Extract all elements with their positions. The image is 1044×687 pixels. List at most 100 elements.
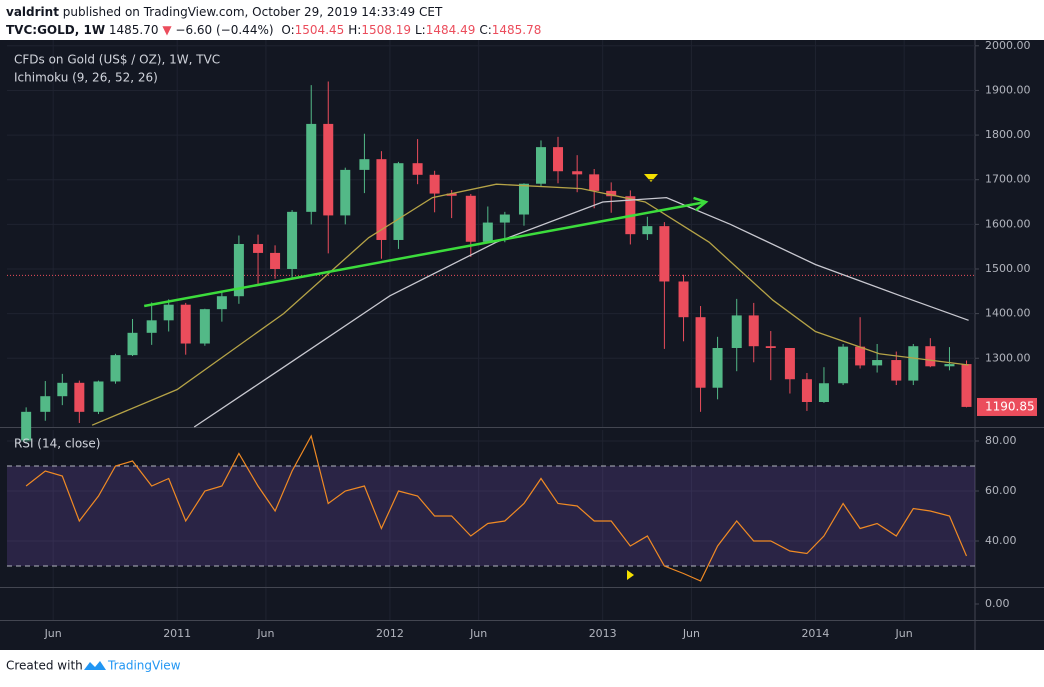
candle-body bbox=[606, 190, 617, 197]
published: published on TradingView.com, October 29… bbox=[63, 5, 443, 19]
ohlc-value: 1484.49 bbox=[426, 23, 476, 37]
candle-body bbox=[110, 355, 121, 382]
candle-body bbox=[499, 214, 510, 223]
candle-body bbox=[872, 360, 883, 366]
y-tick-label: 1300.00 bbox=[985, 351, 1031, 364]
candle-body bbox=[518, 183, 529, 215]
y-tick-label: 0.00 bbox=[985, 597, 1010, 610]
x-tick-label: Jun bbox=[469, 627, 487, 640]
x-tick-label: 2013 bbox=[589, 627, 617, 640]
chart-background bbox=[0, 40, 1044, 650]
candle-body bbox=[180, 304, 191, 344]
symbol: TVC:GOLD, 1W bbox=[6, 23, 105, 37]
y-tick-label: 60.00 bbox=[985, 484, 1017, 497]
change-arrow: ▼ bbox=[162, 23, 172, 37]
candle-body bbox=[57, 382, 68, 397]
ohlc-label: L: bbox=[415, 23, 426, 37]
candle-body bbox=[393, 163, 404, 240]
ohlc-label: H: bbox=[348, 23, 361, 37]
candle-body bbox=[216, 296, 227, 310]
pane-subtitle: Ichimoku (9, 26, 52, 26) bbox=[14, 71, 158, 85]
candle-body bbox=[127, 332, 138, 356]
candle-body bbox=[891, 360, 902, 381]
candle-body bbox=[765, 346, 776, 348]
candle-body bbox=[446, 193, 457, 196]
line bbox=[25, 434, 968, 582]
y-tick-label: 1400.00 bbox=[985, 307, 1031, 320]
candle-body bbox=[731, 315, 742, 348]
candle-body bbox=[93, 381, 104, 412]
candle-body bbox=[572, 171, 583, 175]
y-tick-label: 1600.00 bbox=[985, 217, 1031, 230]
trend-arrowhead bbox=[693, 196, 709, 212]
candle-body bbox=[642, 226, 653, 235]
candle-body bbox=[429, 174, 440, 194]
candle-body bbox=[199, 309, 210, 344]
ohlc-value: 1508.19 bbox=[361, 23, 411, 37]
candle-body bbox=[74, 382, 85, 412]
candle-body bbox=[748, 315, 759, 347]
candle-body bbox=[270, 252, 281, 269]
candle-body bbox=[21, 411, 32, 442]
candle-body bbox=[925, 346, 936, 367]
ohlc-value: 1504.45 bbox=[295, 23, 345, 37]
candle-body bbox=[818, 383, 829, 403]
header-line-2: TVC:GOLD, 1W 1485.70 ▼ −6.60 (−0.44%) O:… bbox=[6, 23, 541, 37]
y-tick-label: 80.00 bbox=[985, 434, 1017, 447]
candle-body bbox=[40, 396, 51, 412]
footer-brand[interactable]: TradingView bbox=[107, 659, 181, 673]
ohlc: O:1504.45 H:1508.19 L:1484.49 C:1485.78 bbox=[281, 23, 541, 37]
y-tick-label: 1800.00 bbox=[985, 128, 1031, 141]
header-line-1: valdrint published on TradingView.com, O… bbox=[6, 5, 443, 19]
x-tick-label: Jun bbox=[895, 627, 913, 640]
pane-title: CFDs on Gold (US$ / OZ), 1W, TVC bbox=[14, 53, 220, 67]
candle-body bbox=[908, 346, 919, 381]
x-tick-label: 2012 bbox=[376, 627, 404, 640]
y-tick-label: 1500.00 bbox=[985, 262, 1031, 275]
candle-body bbox=[589, 174, 600, 191]
candle-body bbox=[233, 243, 244, 297]
footer-created: Created with bbox=[6, 659, 83, 673]
candle-body bbox=[659, 226, 670, 282]
candle-body bbox=[712, 347, 723, 388]
ohlc-value: 1485.78 bbox=[492, 23, 542, 37]
candle-body bbox=[961, 364, 972, 407]
x-tick-label: Jun bbox=[44, 627, 62, 640]
marker bbox=[644, 174, 658, 182]
candle-body bbox=[553, 147, 564, 172]
last-value-tag bbox=[977, 397, 1037, 416]
logo bbox=[84, 661, 106, 670]
candle-body bbox=[784, 347, 795, 380]
change: −6.60 (−0.44%) bbox=[175, 23, 273, 37]
candle-body bbox=[253, 243, 264, 253]
y-tick-label: 1700.00 bbox=[985, 173, 1031, 186]
marker bbox=[627, 570, 634, 580]
trend-line bbox=[143, 200, 707, 308]
candle-body bbox=[944, 364, 955, 367]
candle-body bbox=[855, 346, 866, 366]
y-tick-label: 40.00 bbox=[985, 534, 1017, 547]
level-band bbox=[7, 466, 975, 566]
candle-body bbox=[678, 281, 689, 318]
candle-body bbox=[146, 320, 157, 333]
moving-average bbox=[91, 183, 969, 426]
candle-body bbox=[287, 211, 298, 269]
candle-body bbox=[306, 123, 317, 212]
candle-body bbox=[482, 222, 493, 242]
candle-body bbox=[838, 346, 849, 384]
pane-title: RSI (14, close) bbox=[14, 437, 100, 451]
y-tick-label: 1900.00 bbox=[985, 83, 1031, 96]
candle-body bbox=[465, 195, 476, 242]
y-tick-label: 2000.00 bbox=[985, 39, 1031, 52]
author[interactable]: valdrint bbox=[6, 5, 59, 19]
candle-body bbox=[340, 169, 351, 216]
x-tick-label: 2011 bbox=[163, 627, 191, 640]
candle-body bbox=[359, 159, 370, 170]
last-value-label: 1190.85 bbox=[985, 399, 1035, 413]
candle-body bbox=[376, 159, 387, 240]
x-tick-label: 2014 bbox=[801, 627, 829, 640]
candle-body bbox=[695, 317, 706, 388]
